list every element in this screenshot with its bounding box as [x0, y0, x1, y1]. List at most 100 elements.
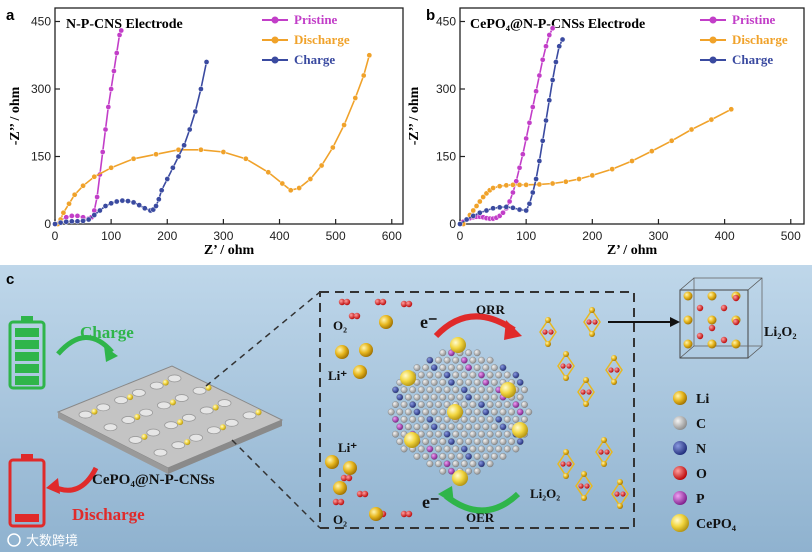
carbon-atom	[508, 438, 515, 445]
nitrogen-atom	[460, 445, 468, 453]
data-point-charge	[181, 142, 187, 149]
data-point-discharge	[503, 182, 510, 189]
oxygen-atom	[340, 474, 348, 482]
lithium-ion	[353, 365, 367, 379]
cepo4-particle	[452, 470, 468, 486]
nitrogen-atom	[396, 393, 404, 401]
x-tick-label: 100	[516, 229, 536, 243]
series-group-b	[457, 25, 735, 227]
legend-atom-5	[671, 514, 689, 532]
data-point-discharge	[198, 146, 204, 153]
carbon-atom	[435, 401, 442, 408]
carbon-atom	[426, 371, 434, 379]
data-point-discharge	[609, 166, 616, 172]
data-point-pristine	[118, 27, 125, 34]
data-point-discharge	[91, 173, 98, 180]
carbon-atom	[435, 460, 442, 468]
carbon-atom	[473, 408, 481, 416]
crystal-o-atom	[720, 336, 728, 344]
data-point-charge	[192, 108, 199, 115]
data-point-pristine	[519, 151, 526, 158]
data-point-pristine	[506, 198, 513, 205]
sheet-pore	[174, 394, 189, 402]
charge-arrow-icon	[56, 335, 114, 356]
carbon-atom	[486, 445, 494, 453]
legend-label-charge: Charge	[732, 52, 773, 67]
carbon-atom	[512, 445, 520, 453]
carbon-atom	[482, 438, 490, 445]
carbon-atom	[435, 445, 442, 453]
carbon-atom	[392, 430, 399, 438]
nitrogen-atom	[426, 416, 434, 423]
nitrogen-atom	[478, 401, 485, 408]
carbon-atom	[486, 416, 494, 423]
crystal-edge	[747, 345, 763, 359]
data-point-pristine	[500, 209, 506, 216]
carbon-atom	[469, 386, 477, 394]
data-point-charge	[158, 187, 165, 194]
chart-panel-b: b CePO₄@N-P-CNSs Electrode 0 100 200 300 400…	[407, 7, 805, 258]
oer-arrowhead-icon	[438, 486, 454, 504]
data-point-discharge	[296, 185, 303, 191]
carbon-atom	[439, 438, 447, 445]
carbon-atom	[473, 438, 481, 445]
data-point-discharge	[71, 191, 78, 198]
phosphorus-atom	[482, 379, 490, 386]
carbon-atom	[503, 416, 511, 423]
li2o2-cluster-icon	[583, 307, 601, 337]
carbon-atom	[443, 401, 451, 408]
phosphorus-atom	[426, 445, 434, 453]
carbon-atom	[435, 371, 442, 379]
carbon-atom	[422, 408, 429, 416]
carbon-atom	[478, 416, 485, 423]
carbon-atom	[417, 445, 425, 453]
sheet-pore	[192, 386, 207, 395]
data-point-charge	[539, 137, 546, 144]
data-point-charge	[198, 86, 204, 92]
graphene-lattice	[325, 298, 629, 521]
data-point-charge	[556, 43, 563, 50]
li2o2-cluster-icon	[577, 377, 595, 407]
carbon-atom	[409, 386, 417, 394]
crystal-li-atom	[707, 291, 717, 301]
watermark: 大数跨境	[7, 533, 78, 549]
carbon-atom	[439, 349, 447, 357]
o2-label-bottom: O₂	[333, 512, 347, 527]
legend-marker-pristine	[709, 16, 717, 24]
oxygen-atom	[338, 298, 346, 306]
carbon-atom	[473, 364, 481, 371]
data-point-charge	[85, 216, 92, 223]
data-point-charge	[553, 59, 559, 65]
legend-label-pristine: Pristine	[294, 12, 338, 27]
legend-atom-label: O	[696, 467, 707, 482]
data-point-charge	[203, 59, 210, 65]
data-point-pristine	[68, 213, 75, 219]
carbon-atom	[430, 438, 438, 445]
carbon-atom	[499, 438, 507, 445]
phosphorus-atom	[516, 408, 524, 416]
sheet-pore	[121, 416, 136, 424]
carbon-atom	[422, 379, 429, 386]
sheet-particle	[184, 439, 191, 446]
carbon-atom	[456, 364, 464, 371]
carbon-atom	[439, 379, 447, 386]
carbon-atom	[512, 416, 520, 423]
carbon-atom	[491, 423, 498, 431]
carbon-atom	[499, 453, 507, 460]
carbon-atom	[486, 371, 494, 379]
carbon-atom	[417, 371, 425, 379]
li-plus-label-top: Li⁺	[328, 368, 347, 383]
lithium-ion	[333, 481, 347, 495]
electron-label-top: e⁻	[420, 312, 438, 332]
cepo4-particle	[512, 422, 528, 438]
oxygen-atom	[356, 490, 364, 498]
phosphorus-atom	[396, 423, 404, 431]
sheet-pore	[242, 411, 257, 420]
carbon-atom	[469, 430, 477, 438]
carbon-atom	[443, 356, 451, 364]
data-point-discharge	[536, 181, 543, 188]
phosphorus-atom	[512, 401, 520, 408]
nitrogen-atom	[499, 423, 507, 431]
panel-label-c: c	[6, 271, 14, 288]
